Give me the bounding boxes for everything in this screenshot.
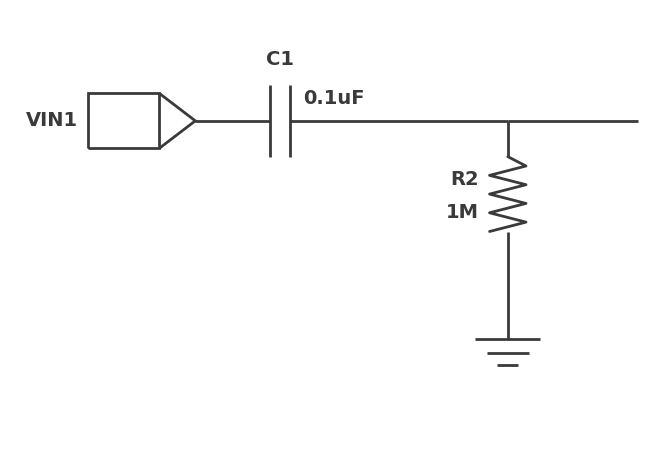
Text: 0.1uF: 0.1uF [303,89,364,108]
Text: C1: C1 [266,50,294,69]
Text: 1M: 1M [445,203,478,222]
Text: VIN1: VIN1 [26,111,78,130]
Text: R2: R2 [450,170,478,189]
